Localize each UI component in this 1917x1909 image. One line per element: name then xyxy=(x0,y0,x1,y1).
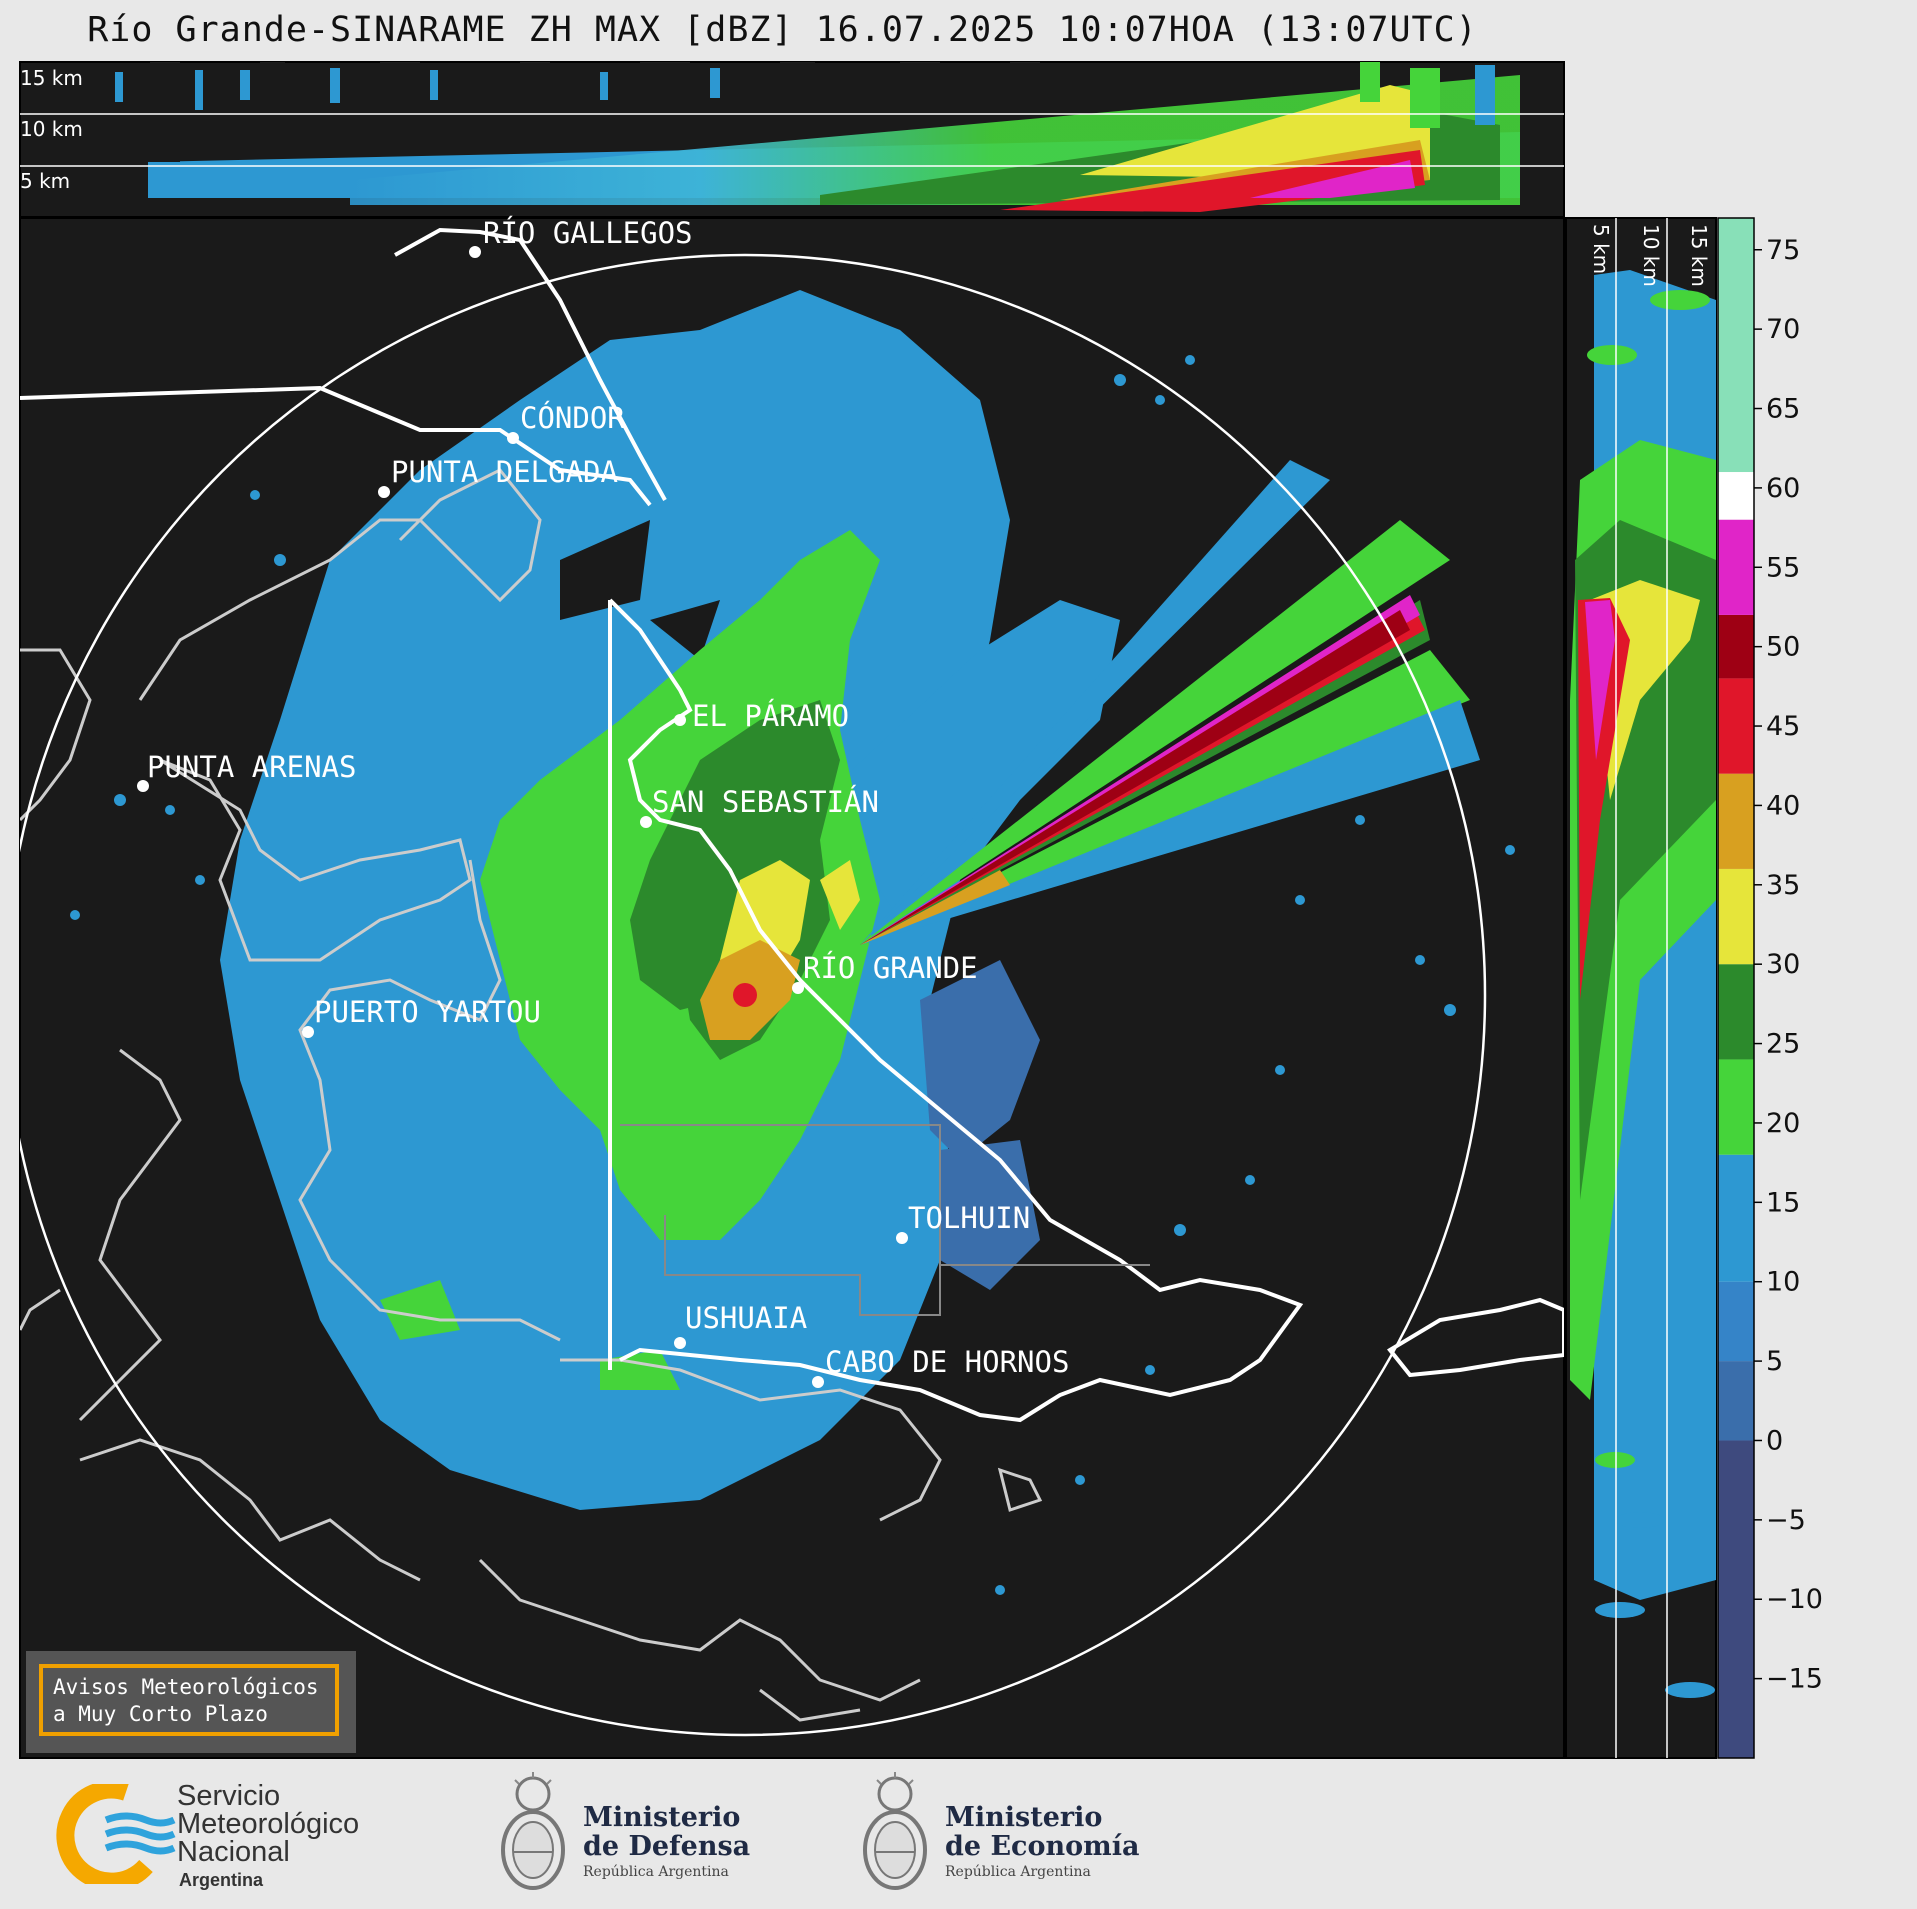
side-height-label-5km: 5 km xyxy=(1589,224,1613,274)
colorbar-tick-label: 35 xyxy=(1766,870,1800,901)
place-label-cabo-de-hornos: CABO DE HORNOS xyxy=(825,1345,1069,1379)
top-height-label-15km: 15 km xyxy=(20,66,83,90)
place-label-rio-gallegos: RÍO GALLEGOS xyxy=(483,216,693,250)
side-height-label-15km: 15 km xyxy=(1687,224,1711,287)
colorbar-band xyxy=(1718,1281,1754,1362)
economia-logo-text: Ministerio de Economía República Argenti… xyxy=(945,1803,1139,1880)
notice-line-2: a Muy Corto Plazo xyxy=(53,1702,268,1726)
colorbar-tick-label: 0 xyxy=(1766,1425,1783,1456)
notice-box: Avisos Meteorológicos a Muy Corto Plazo xyxy=(26,1651,356,1753)
top-cross-section-panel: 15 km 10 km 5 km xyxy=(19,61,1565,218)
colorbar-tick-label: 10 xyxy=(1766,1267,1800,1298)
reflectivity-echoes xyxy=(220,290,1120,1510)
economia-line-2: de Economía xyxy=(945,1831,1140,1862)
colorbar-tick-label: 15 xyxy=(1766,1187,1800,1218)
place-label-tolhuin: TOLHUIN xyxy=(908,1201,1030,1235)
notice-frame: Avisos Meteorológicos a Muy Corto Plazo xyxy=(39,1664,339,1736)
colorbar-band xyxy=(1718,1059,1754,1155)
smn-line-4: Argentina xyxy=(179,1870,264,1890)
side-cross-section-panel: 5 km 10 km 15 km xyxy=(1565,217,1717,1759)
colorbar-tick-label: 45 xyxy=(1766,711,1800,742)
colorbar-band xyxy=(1718,519,1754,615)
radar-title: Río Grande-SINARAME ZH MAX [dBZ] 16.07.2… xyxy=(87,10,1478,50)
economia-line-3: República Argentina xyxy=(945,1864,1091,1880)
top-height-label-10km: 10 km xyxy=(20,117,83,141)
colorbar-tick-label: −5 xyxy=(1766,1505,1806,1536)
place-label-condor: CÓNDOR xyxy=(520,401,625,435)
defensa-line-3: República Argentina xyxy=(583,1864,729,1880)
colorbar-band xyxy=(1718,218,1754,473)
place-label-san-sebastian: SAN SEBASTIÁN xyxy=(652,785,879,819)
reflectivity-beam-ne xyxy=(860,460,1480,945)
side-height-label-10km: 10 km xyxy=(1639,224,1663,287)
colorbar-band xyxy=(1718,472,1754,520)
place-label-punta-arenas: PUNTA ARENAS xyxy=(147,750,357,784)
radar-map-panel: RÍO GALLEGOS CÓNDOR PUNTA DELGADA EL PÁR… xyxy=(19,216,1565,1759)
colorbar-band xyxy=(1718,868,1754,965)
defensa-line-2: de Defensa xyxy=(583,1831,751,1862)
colorbar-tick-label: 55 xyxy=(1766,552,1800,583)
colorbar-band xyxy=(1718,678,1754,774)
colorbar-tick-label: 30 xyxy=(1766,949,1800,980)
defensa-logo-text: Ministerio de Defensa República Argentin… xyxy=(583,1803,750,1880)
colorbar-tick-label: 20 xyxy=(1766,1108,1800,1139)
colorbar-band xyxy=(1718,614,1754,679)
smn-logo-text: Servicio Meteorológico Nacional Argentin… xyxy=(177,1782,359,1894)
colorbar-tick-label: 70 xyxy=(1766,314,1800,345)
colorbar-tick-label: −10 xyxy=(1766,1584,1823,1615)
economia-line-1: Ministerio xyxy=(945,1802,1103,1833)
coastline xyxy=(20,468,1043,1722)
smn-line-1: Servicio xyxy=(177,1780,281,1812)
notice-line-1: Avisos Meteorológicos xyxy=(53,1675,319,1699)
place-label-rio-grande: RÍO GRANDE xyxy=(803,951,978,985)
place-label-punta-delgada: PUNTA DELGADA xyxy=(391,455,618,489)
colorbar-tick-label: 5 xyxy=(1766,1346,1783,1377)
colorbar-tick-label: 65 xyxy=(1766,394,1800,425)
province-border xyxy=(620,1124,1150,1316)
colorbar-band xyxy=(1718,964,1754,1060)
colorbar-band xyxy=(1718,1361,1754,1441)
defensa-line-1: Ministerio xyxy=(583,1802,741,1833)
smn-logo-icon xyxy=(56,1784,176,1884)
colorbar-tick-label: 50 xyxy=(1766,632,1800,663)
colorbar-tick-label: 40 xyxy=(1766,790,1800,821)
colorbar-band xyxy=(1718,773,1754,869)
colorbar-tick-label: 75 xyxy=(1766,235,1800,266)
smn-line-3: Nacional xyxy=(177,1836,290,1868)
place-markers xyxy=(137,246,908,1388)
defensa-seal-icon xyxy=(501,1772,565,1890)
economia-seal-icon xyxy=(863,1772,927,1890)
top-height-label-5km: 5 km xyxy=(20,169,70,193)
colorbar-tick-label: 25 xyxy=(1766,1029,1800,1060)
smn-line-2: Meteorológico xyxy=(177,1808,360,1840)
radar-range-ring xyxy=(20,253,1487,1737)
reflectivity-speckle xyxy=(70,355,1515,1595)
colorbar-band xyxy=(1718,1154,1754,1282)
colorbar-tick-label: −15 xyxy=(1766,1664,1823,1695)
place-label-el-paramo: EL PÁRAMO xyxy=(692,699,849,733)
place-label-puerto-yartou: PUERTO YARTOU xyxy=(314,995,541,1029)
place-label-ushuaia: USHUAIA xyxy=(685,1301,807,1335)
colorbar-band xyxy=(1718,1440,1754,1758)
colorbar-tick-label: 60 xyxy=(1766,473,1800,504)
